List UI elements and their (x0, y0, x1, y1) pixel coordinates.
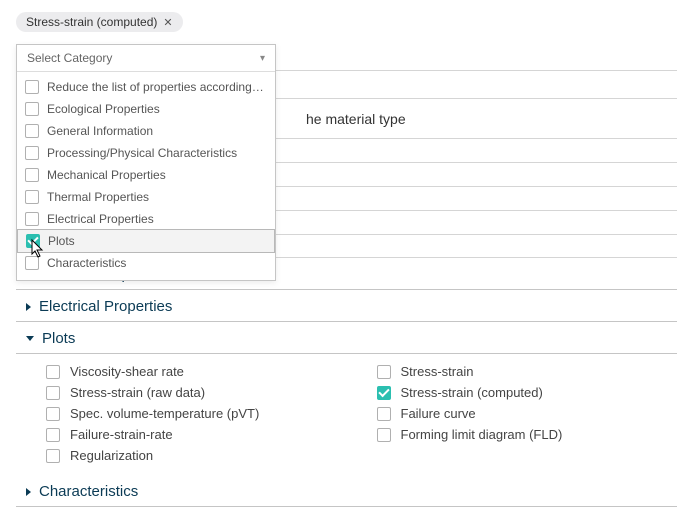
dropdown-item-label: Plots (48, 234, 75, 248)
dropdown-item[interactable]: Electrical Properties (17, 208, 275, 230)
checkbox-icon[interactable] (377, 428, 391, 442)
dropdown-item[interactable]: Plots (17, 229, 275, 253)
section-label: Plots (42, 330, 75, 347)
plot-option-label: Stress-strain (raw data) (70, 385, 205, 400)
checkbox-icon[interactable] (25, 256, 39, 270)
section-label: Electrical Properties (39, 298, 172, 315)
plot-option[interactable]: Regularization (46, 448, 337, 463)
dropdown-item-label: General Information (47, 124, 153, 138)
dropdown-item[interactable]: Processing/Physical Characteristics (17, 142, 275, 164)
plots-grid: Viscosity-shear rate Stress-strain Stress-… (16, 354, 677, 475)
chevron-down-icon: ▾ (260, 53, 265, 64)
checkbox-icon[interactable] (46, 407, 60, 421)
category-dropdown[interactable]: Select Category ▾ Reduce the list of pro… (16, 44, 276, 281)
checkbox-icon[interactable] (46, 365, 60, 379)
dropdown-item[interactable]: Characteristics (17, 252, 275, 274)
checkbox-icon[interactable] (377, 386, 391, 400)
close-icon[interactable]: ✕ (163, 16, 172, 29)
checkbox-icon[interactable] (25, 146, 39, 160)
section-plots[interactable]: Plots (16, 322, 677, 354)
checkbox-icon[interactable] (26, 234, 40, 248)
dropdown-item[interactable]: General Information (17, 120, 275, 142)
caret-right-icon (26, 488, 31, 496)
category-dropdown-list: Reduce the list of properties according … (17, 72, 275, 280)
filter-tag-label: Stress-strain (computed) (26, 15, 157, 29)
section-electrical-properties[interactable]: Electrical Properties (16, 290, 677, 322)
checkbox-icon[interactable] (25, 190, 39, 204)
dropdown-item[interactable]: Ecological Properties (17, 98, 275, 120)
dropdown-item[interactable]: Thermal Properties (17, 186, 275, 208)
dropdown-item-label: Processing/Physical Characteristics (47, 146, 237, 160)
checkbox-icon[interactable] (25, 124, 39, 138)
dropdown-item-label: Thermal Properties (47, 190, 149, 204)
plot-option[interactable]: Stress-strain (377, 364, 668, 379)
category-dropdown-header[interactable]: Select Category ▾ (17, 45, 275, 72)
dropdown-item-label: Electrical Properties (47, 212, 154, 226)
checkbox-icon[interactable] (25, 102, 39, 116)
plot-option-label: Stress-strain (computed) (401, 385, 543, 400)
checkbox-icon[interactable] (377, 407, 391, 421)
checkbox-icon[interactable] (46, 428, 60, 442)
plot-option-label: Failure-strain-rate (70, 427, 173, 442)
dropdown-item-label: Mechanical Properties (47, 168, 166, 182)
checkbox-icon[interactable] (25, 212, 39, 226)
checkbox-icon[interactable] (25, 168, 39, 182)
plot-option-label: Viscosity-shear rate (70, 364, 184, 379)
plot-option[interactable]: Spec. volume-temperature (pVT) (46, 406, 337, 421)
plot-option-label: Regularization (70, 448, 153, 463)
section-characteristics[interactable]: Characteristics (16, 475, 677, 507)
checkbox-icon[interactable] (377, 365, 391, 379)
partial-row-text: he material type (306, 111, 406, 127)
checkbox-icon[interactable] (46, 449, 60, 463)
plot-option[interactable]: Viscosity-shear rate (46, 364, 337, 379)
plot-option-label: Spec. volume-temperature (pVT) (70, 406, 259, 421)
plot-option-label: Forming limit diagram (FLD) (401, 427, 563, 442)
plot-option[interactable]: Stress-strain (computed) (377, 385, 668, 400)
caret-down-icon (26, 336, 34, 341)
checkbox-icon[interactable] (46, 386, 60, 400)
plot-option[interactable]: Failure curve (377, 406, 668, 421)
plot-option[interactable]: Failure-strain-rate (46, 427, 337, 442)
dropdown-item[interactable]: Reduce the list of properties according … (17, 76, 275, 98)
checkbox-icon[interactable] (25, 80, 39, 94)
filter-tag[interactable]: Stress-strain (computed) ✕ (16, 12, 183, 32)
caret-right-icon (26, 303, 31, 311)
plot-option-label: Failure curve (401, 406, 476, 421)
category-dropdown-placeholder: Select Category (27, 51, 112, 65)
section-label: Characteristics (39, 483, 138, 500)
dropdown-item-label: Characteristics (47, 256, 126, 270)
plot-option[interactable]: Stress-strain (raw data) (46, 385, 337, 400)
dropdown-item-label: Reduce the list of properties according … (47, 80, 265, 94)
plot-option-label: Stress-strain (401, 364, 474, 379)
plot-option[interactable]: Forming limit diagram (FLD) (377, 427, 668, 442)
dropdown-item-label: Ecological Properties (47, 102, 160, 116)
dropdown-item[interactable]: Mechanical Properties (17, 164, 275, 186)
